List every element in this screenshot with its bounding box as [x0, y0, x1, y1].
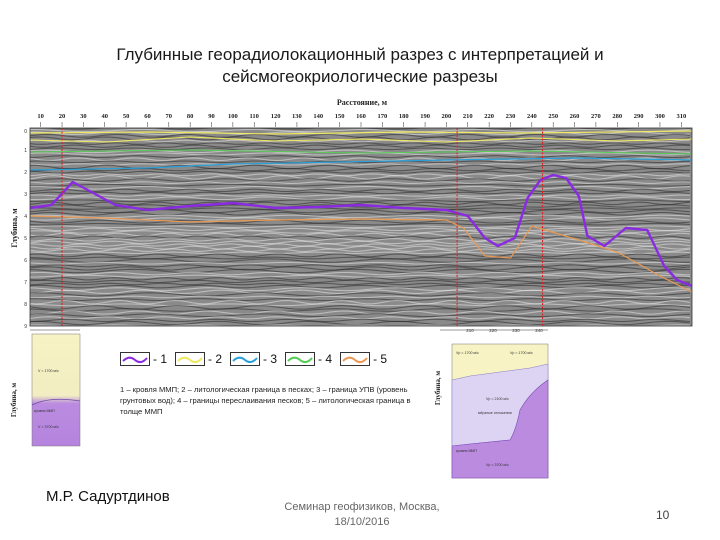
- seismic-right-tick: 210: [466, 328, 474, 333]
- x-tick-label: 70: [166, 113, 173, 120]
- x-tick-label: 120: [271, 113, 281, 120]
- seismic-right-label-6: Vp = 3700 м/с: [486, 463, 509, 467]
- x-tick-label: 100: [228, 113, 238, 120]
- radargram-figure: Расстояние, м 10 20 30 40 50 60 70 80 90 100 110 12…: [10, 98, 693, 479]
- y-tick-label: 8: [24, 302, 27, 308]
- x-tick-label: 260: [570, 113, 580, 120]
- legend-row: - 1 - 2 - 3 - 4 - 5: [120, 348, 430, 370]
- x-tick-label: 300: [655, 113, 665, 120]
- seismic-right-tick: 220: [489, 328, 497, 333]
- x-tick-label: 40: [101, 113, 108, 120]
- x-tick-label: 50: [123, 113, 130, 120]
- x-tick-label: 290: [634, 113, 644, 120]
- seismic-right-x-ticks: 210 220 230 240: [466, 328, 543, 333]
- seminar-info: Семинар геофизиков, Москва, 18/10/2016: [272, 500, 452, 530]
- seismic-left-label-1: V = 1700 м/с: [38, 369, 59, 373]
- legend-item: - 4: [285, 352, 332, 366]
- seminar-line1: Семинар геофизиков, Москва,: [284, 501, 440, 513]
- x-tick-label: 250: [548, 113, 558, 120]
- interpretation-lines: [30, 130, 692, 293]
- x-tick-label: 130: [292, 113, 302, 120]
- x-tick-label: 220: [484, 113, 494, 120]
- y-tick-label: 7: [24, 280, 27, 286]
- legend-swatch: [175, 352, 206, 366]
- legend-caption: 1 – кровля ММП; 2 – литологическая грани…: [120, 385, 411, 416]
- y-tick-label: 9: [24, 324, 27, 330]
- y-tick-label: 3: [24, 192, 27, 198]
- x-tick-label: 240: [527, 113, 537, 120]
- legend-item: - 5: [340, 352, 387, 366]
- seismic-right-label-4: мёрзлые отложения: [478, 411, 512, 415]
- x-axis-ticks: 10 20 30 40 50 60 70 80 90 100 110 120 130 140 150 160 1…: [37, 113, 686, 127]
- legend-swatch: [340, 352, 371, 366]
- seismic-section-left: Глубина, м V = 1700 м/с кровля ММП V = 3…: [10, 333, 81, 447]
- radargram-texture: [30, 128, 691, 326]
- seismic-left-label-2: кровля ММП: [34, 409, 55, 413]
- author-name: М.Р. Садуртдинов: [46, 488, 170, 505]
- x-tick-label: 270: [591, 113, 601, 120]
- y-tick-label: 1: [24, 148, 27, 154]
- seismic-left-block: [31, 333, 81, 447]
- legend-swatch: [285, 352, 316, 366]
- x-tick-label: 60: [144, 113, 151, 120]
- x-tick-label: 170: [377, 113, 387, 120]
- y-tick-label: 0: [24, 129, 27, 135]
- x-tick-label: 110: [250, 113, 259, 120]
- legend-label: - 1: [153, 352, 168, 366]
- y-tick-label: 6: [24, 258, 27, 264]
- x-tick-label: 200: [442, 113, 452, 120]
- legend-item: - 2: [175, 352, 222, 366]
- seismic-section-right: Глубина, м 210 220 230 240 Vp = 1700 м/с Vp…: [434, 328, 549, 479]
- slide-title: Глубинные георадиолокационный разрез с и…: [60, 44, 660, 88]
- y-tick-label: 2: [24, 170, 27, 176]
- x-tick-label: 80: [187, 113, 194, 120]
- x-tick-label: 20: [59, 113, 66, 120]
- seismic-right-label-2: Vp = 1700 м/с: [510, 351, 533, 355]
- x-tick-label: 10: [37, 113, 44, 120]
- x-tick-label: 210: [463, 113, 473, 120]
- x-tick-label: 140: [313, 113, 323, 120]
- seismic-right-label-3: Vp = 2100 м/с: [486, 397, 509, 401]
- y-axis-title: Глубина, м: [10, 208, 19, 248]
- seismic-right-label-5: кровля ММП: [456, 449, 477, 453]
- seismic-right-tick: 230: [512, 328, 520, 333]
- legend-swatch: [230, 352, 261, 366]
- seminar-line2: 18/10/2016: [334, 516, 390, 528]
- x-tick-label: 150: [335, 113, 345, 120]
- slide-title-line2: сейсмогеокриологические разрезы: [222, 67, 498, 86]
- x-tick-label: 230: [506, 113, 516, 120]
- y-tick-label: 5: [24, 236, 27, 242]
- x-tick-label: 280: [612, 113, 622, 120]
- y-tick-label: 4: [24, 214, 27, 220]
- x-tick-label: 160: [356, 113, 366, 120]
- x-tick-label: 180: [399, 113, 409, 120]
- legend-item: - 1: [120, 352, 167, 366]
- legend-label: - 5: [373, 352, 388, 366]
- x-axis-title: Расстояние, м: [337, 98, 388, 107]
- seismic-left-y-axis-title: Глубина, м: [10, 383, 18, 418]
- x-tick-label: 190: [420, 113, 430, 120]
- legend-label: - 4: [318, 352, 333, 366]
- seismic-right-y-axis-title: Глубина, м: [434, 371, 442, 406]
- slide-title-line1: Глубинные георадиолокационный разрез с и…: [116, 45, 604, 64]
- y-axis-ticks: 0 1 2 3 4 5 6 7 8 9: [24, 129, 27, 330]
- legend-label: - 2: [208, 352, 223, 366]
- marker-lines: [61, 128, 544, 326]
- legend-item: - 3: [230, 352, 277, 366]
- x-tick-label: 310: [676, 113, 686, 120]
- seismic-right-bottom-layer: [451, 379, 549, 479]
- x-tick-label: 30: [80, 113, 87, 120]
- seismic-right-label-1: Vp = 1700 м/с: [456, 351, 479, 355]
- legend-label: - 3: [263, 352, 278, 366]
- legend-swatch: [120, 352, 150, 366]
- x-tick-label: 90: [208, 113, 215, 120]
- page-number: 10: [656, 508, 670, 522]
- legend: - 1 - 2 - 3 - 4 - 5 1 – кровля ММП; 2 – лито…: [120, 348, 430, 417]
- seismic-left-label-3: V = 3700 м/с: [38, 425, 59, 429]
- seismic-right-tick: 240: [535, 328, 543, 333]
